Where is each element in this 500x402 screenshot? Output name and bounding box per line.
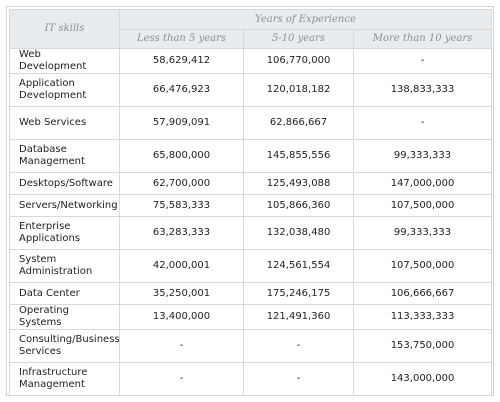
- value-cell: -: [243, 329, 354, 363]
- value-cell: -: [353, 48, 492, 74]
- skill-cell: Data Center: [9, 282, 120, 305]
- table-row: Infrastructure Management - - 143,000,00…: [9, 362, 492, 396]
- table-frame: IT skills Years of Experience Less than …: [6, 6, 494, 396]
- value-cell: -: [353, 106, 492, 140]
- value-cell: 120,018,182: [243, 73, 354, 107]
- salary-table: IT skills Years of Experience Less than …: [9, 9, 492, 396]
- value-cell: 153,750,000: [353, 329, 492, 363]
- skill-cell: Servers/Networking: [9, 194, 120, 217]
- table-row: Operating Systems 13,400,000 121,491,360…: [9, 304, 492, 330]
- table-row: Web Services 57,909,091 62,866,667 -: [9, 106, 492, 140]
- table-row: Consulting/Business Services - - 153,750…: [9, 329, 492, 363]
- table-row: Desktops/Software 62,700,000 125,493,088…: [9, 172, 492, 195]
- header-col-more-than-10: More than 10 years: [353, 29, 492, 49]
- value-cell: 138,833,333: [353, 73, 492, 107]
- value-cell: 35,250,001: [119, 282, 244, 305]
- skill-cell: Web Development: [9, 48, 120, 74]
- value-cell: 62,700,000: [119, 172, 244, 195]
- value-cell: 121,491,360: [243, 304, 354, 330]
- value-cell: 106,666,667: [353, 282, 492, 305]
- skill-cell: Application Development: [9, 73, 120, 107]
- value-cell: 107,500,000: [353, 194, 492, 217]
- value-cell: 107,500,000: [353, 249, 492, 283]
- value-cell: 75,583,333: [119, 194, 244, 217]
- value-cell: 62,866,667: [243, 106, 354, 140]
- value-cell: 125,493,088: [243, 172, 354, 195]
- table-row: Database Management 65,800,000 145,855,5…: [9, 139, 492, 173]
- value-cell: 65,800,000: [119, 139, 244, 173]
- table-row: Web Development 58,629,412 106,770,000 -: [9, 48, 492, 74]
- value-cell: 175,246,175: [243, 282, 354, 305]
- skill-cell: Web Services: [9, 106, 120, 140]
- value-cell: -: [119, 329, 244, 363]
- table-row: Application Development 66,476,923 120,0…: [9, 73, 492, 107]
- header-col-5-10: 5-10 years: [243, 29, 354, 49]
- value-cell: 66,476,923: [119, 73, 244, 107]
- value-cell: 124,561,554: [243, 249, 354, 283]
- value-cell: 143,000,000: [353, 362, 492, 396]
- header-it-skills: IT skills: [9, 9, 120, 49]
- value-cell: 147,000,000: [353, 172, 492, 195]
- header-col-less-than-5: Less than 5 years: [119, 29, 244, 49]
- value-cell: 113,333,333: [353, 304, 492, 330]
- value-cell: 105,866,360: [243, 194, 354, 217]
- value-cell: -: [243, 362, 354, 396]
- value-cell: 57,909,091: [119, 106, 244, 140]
- skill-cell: Infrastructure Management: [9, 362, 120, 396]
- value-cell: 58,629,412: [119, 48, 244, 74]
- header-years-of-experience: Years of Experience: [119, 9, 492, 30]
- table-row: System Administration 42,000,001 124,561…: [9, 249, 492, 283]
- value-cell: 13,400,000: [119, 304, 244, 330]
- value-cell: 106,770,000: [243, 48, 354, 74]
- value-cell: -: [119, 362, 244, 396]
- value-cell: 42,000,001: [119, 249, 244, 283]
- table-row: Enterprise Applications 63,283,333 132,0…: [9, 216, 492, 250]
- value-cell: 99,333,333: [353, 216, 492, 250]
- skill-cell: Desktops/Software: [9, 172, 120, 195]
- skill-cell: Enterprise Applications: [9, 216, 120, 250]
- value-cell: 63,283,333: [119, 216, 244, 250]
- table-row: Servers/Networking 75,583,333 105,866,36…: [9, 194, 492, 217]
- skill-cell: Consulting/Business Services: [9, 329, 120, 363]
- skill-cell: Operating Systems: [9, 304, 120, 330]
- skill-cell: System Administration: [9, 249, 120, 283]
- skill-cell: Database Management: [9, 139, 120, 173]
- value-cell: 99,333,333: [353, 139, 492, 173]
- value-cell: 145,855,556: [243, 139, 354, 173]
- value-cell: 132,038,480: [243, 216, 354, 250]
- table-row: Data Center 35,250,001 175,246,175 106,6…: [9, 282, 492, 305]
